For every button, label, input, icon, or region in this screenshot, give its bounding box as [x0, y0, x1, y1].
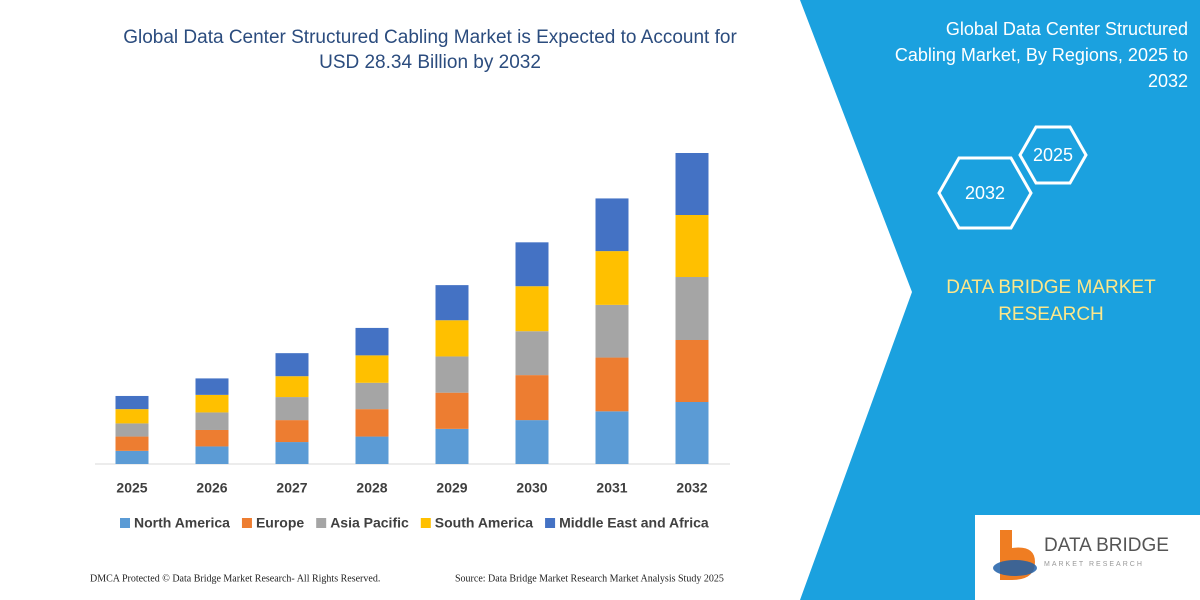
- bar-segment: [515, 331, 549, 376]
- bar-segment: [355, 355, 389, 383]
- legend-label: North America: [134, 515, 230, 531]
- bar-segment: [115, 423, 149, 437]
- logo: DATA BRIDGE MARKET RESEARCH: [993, 530, 1169, 580]
- bar-segment: [355, 382, 389, 410]
- bar-segment: [595, 251, 629, 305]
- bar-segment: [435, 392, 469, 429]
- hexagon-label: 2025: [1033, 145, 1073, 165]
- x-tick-label: 2027: [276, 480, 307, 496]
- bar-segment: [435, 356, 469, 393]
- legend-label: South America: [435, 515, 533, 531]
- bar-segment: [195, 446, 229, 464]
- bar-segment: [355, 327, 389, 356]
- bar-segment: [275, 397, 309, 421]
- brand-text: DATA BRIDGE MARKET: [946, 277, 1156, 298]
- chart-title: Global Data Center Structured Cabling Ma…: [123, 27, 737, 48]
- bar-segment: [595, 198, 629, 252]
- bar-segment: [675, 153, 709, 216]
- bar-segment: [355, 409, 389, 437]
- bar-segment: [195, 412, 229, 430]
- legend-swatch: [120, 518, 130, 528]
- bar-segment: [115, 450, 149, 464]
- bar-segment: [435, 428, 469, 464]
- bar-segment: [435, 285, 469, 321]
- logo-swoosh: [993, 560, 1037, 576]
- x-tick-label: 2031: [596, 480, 627, 496]
- bar-segment: [195, 394, 229, 413]
- legend-label: Europe: [256, 515, 304, 531]
- logo-tagline: MARKET RESEARCH: [1044, 561, 1144, 568]
- bar-segment: [595, 411, 629, 464]
- bar-segment: [275, 353, 309, 377]
- panel-title: 2032: [1148, 71, 1188, 91]
- side-panel: [800, 0, 1200, 600]
- bar-segment: [595, 357, 629, 412]
- x-tick-label: 2032: [676, 480, 707, 496]
- bar-segment: [195, 429, 229, 447]
- legend-swatch: [241, 518, 252, 528]
- bar-segment: [275, 376, 309, 398]
- brand-text: RESEARCH: [998, 304, 1104, 325]
- panel-title: Global Data Center Structured: [946, 19, 1188, 39]
- legend-label: Middle East and Africa: [559, 515, 709, 531]
- x-tick-label: 2025: [116, 480, 147, 496]
- chart-title: USD 28.34 Billion by 2032: [319, 52, 541, 73]
- bar-segment: [115, 409, 149, 424]
- bar-segment: [515, 286, 549, 332]
- bar-segment: [275, 420, 309, 443]
- bar-segment: [195, 378, 229, 395]
- bar-segment: [595, 304, 629, 358]
- footer-right: Source: Data Bridge Market Research Mark…: [455, 573, 724, 584]
- bar-segment: [115, 436, 149, 451]
- bar-segment: [435, 320, 469, 357]
- bar-segment: [115, 395, 149, 410]
- x-tick-label: 2029: [436, 480, 467, 496]
- x-tick-label: 2028: [356, 480, 387, 496]
- bar-segment: [675, 401, 709, 464]
- bar-segment: [675, 215, 709, 278]
- legend-swatch: [420, 518, 431, 528]
- bar-segment: [675, 339, 709, 402]
- legend-swatch: [316, 518, 327, 528]
- bar-segment: [515, 375, 549, 421]
- hexagon: [1018, 125, 1088, 185]
- legend-label: Asia Pacific: [330, 515, 409, 531]
- bar-segment: [355, 436, 389, 464]
- legend-swatch: [545, 518, 556, 528]
- bar-segment: [515, 242, 549, 287]
- bar-segment: [515, 420, 549, 464]
- logo-name: DATA BRIDGE: [1044, 535, 1169, 556]
- footer-left: DMCA Protected © Data Bridge Market Rese…: [90, 573, 380, 584]
- bar-segment: [675, 277, 709, 340]
- x-tick-label: 2030: [516, 480, 547, 496]
- panel-title: Cabling Market, By Regions, 2025 to: [895, 45, 1188, 65]
- hexagon-label: 2032: [965, 183, 1005, 203]
- hexagon: [937, 156, 1033, 230]
- x-tick-label: 2026: [196, 480, 227, 496]
- bar-segment: [275, 442, 309, 464]
